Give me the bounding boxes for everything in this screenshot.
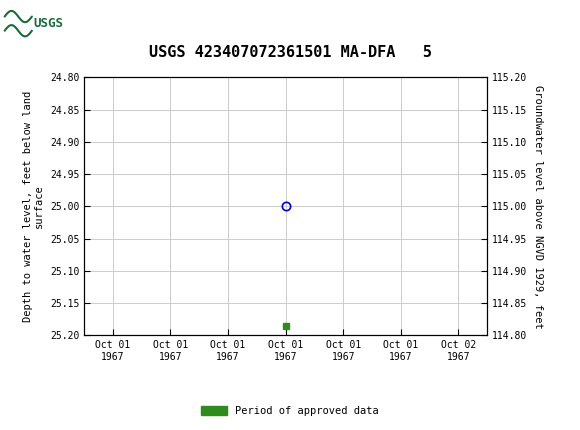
Text: USGS 423407072361501 MA-DFA   5: USGS 423407072361501 MA-DFA 5 (148, 45, 432, 60)
Y-axis label: Depth to water level, feet below land
surface: Depth to water level, feet below land su… (23, 91, 44, 322)
Text: USGS: USGS (33, 17, 63, 30)
Bar (3, 4, 67, 43)
Y-axis label: Groundwater level above NGVD 1929, feet: Groundwater level above NGVD 1929, feet (533, 85, 543, 328)
Legend: Period of approved data: Period of approved data (197, 402, 383, 421)
